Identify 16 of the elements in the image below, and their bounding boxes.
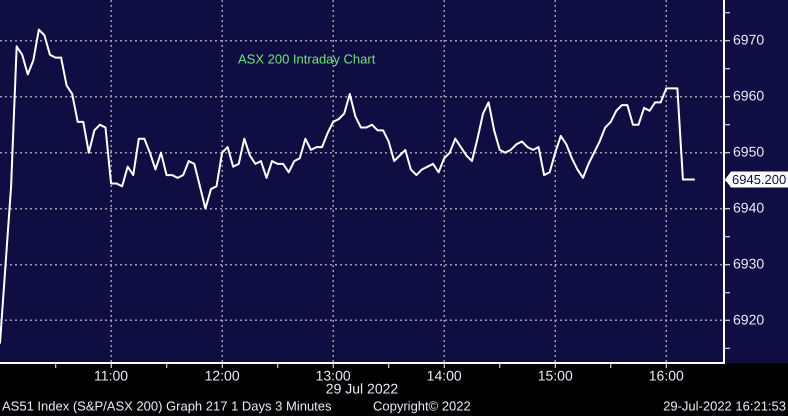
y-tick-label: 6960 bbox=[733, 88, 764, 104]
x-tick-label: 15:00 bbox=[538, 367, 573, 384]
text: 6945.200 bbox=[732, 172, 786, 188]
y-tick-label: 6920 bbox=[733, 311, 764, 328]
y-tick-label: 6950 bbox=[733, 144, 764, 160]
text: ASX 200 Intraday Chart bbox=[238, 52, 376, 67]
y-tick-label: 6930 bbox=[733, 255, 764, 272]
x-tick-label: 14:00 bbox=[426, 367, 462, 384]
text: Copyright© 2022 bbox=[373, 398, 471, 414]
text: 29-Jul-2022 16:21:53 bbox=[663, 398, 786, 414]
y-tick-label: 6940 bbox=[733, 199, 764, 216]
y-tick-label: 6970 bbox=[733, 32, 764, 48]
text: AS51 Index (S&P/ASX 200) Graph 217 1 Days 3 Minutes bbox=[2, 398, 332, 414]
x-tick-label: 11:00 bbox=[94, 367, 128, 384]
x-tick-label: 16:00 bbox=[648, 367, 684, 384]
x-tick-label: 12:00 bbox=[204, 367, 240, 384]
